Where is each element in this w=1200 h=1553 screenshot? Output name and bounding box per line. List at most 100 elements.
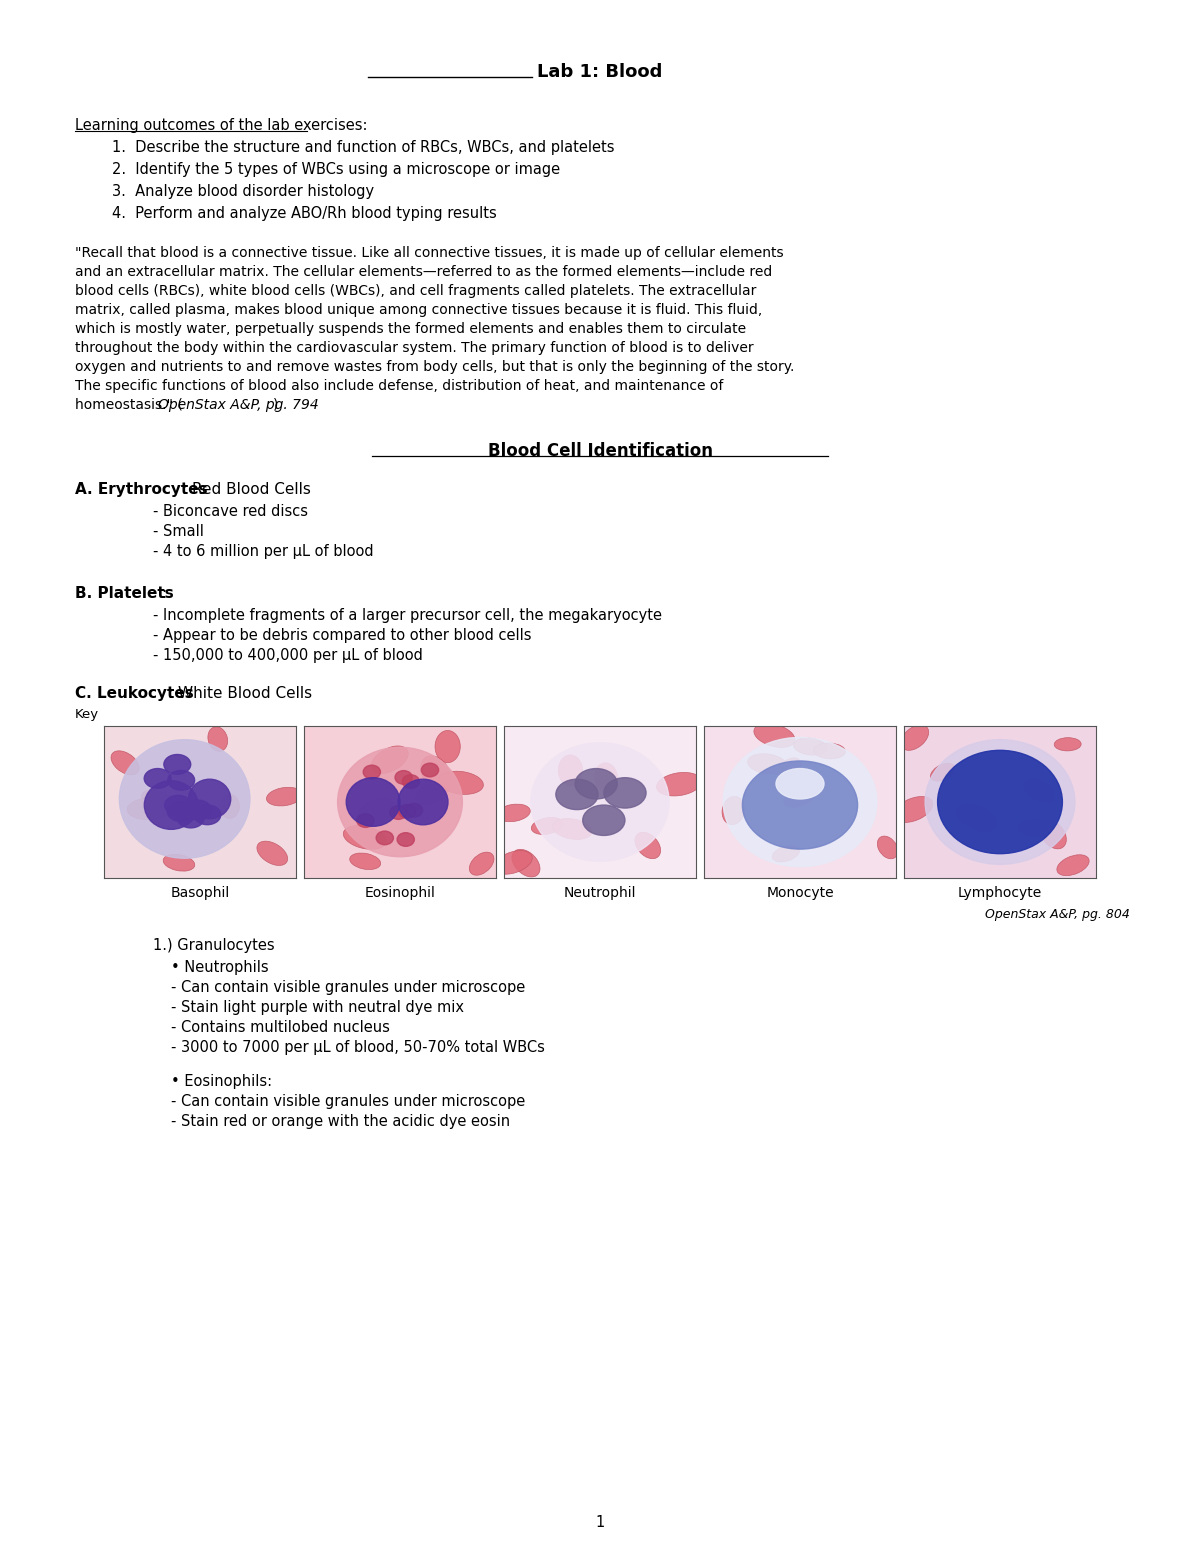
Ellipse shape: [397, 832, 414, 846]
Ellipse shape: [583, 804, 625, 836]
Ellipse shape: [1057, 854, 1090, 876]
Text: - Incomplete fragments of a larger precursor cell, the megakaryocyte: - Incomplete fragments of a larger precu…: [154, 609, 662, 623]
Ellipse shape: [371, 745, 408, 773]
Ellipse shape: [595, 763, 618, 792]
Ellipse shape: [356, 798, 392, 828]
Text: C. Leukocytes: C. Leukocytes: [74, 686, 193, 700]
Text: oxygen and nutrients to and remove wastes from body cells, but that is only the : oxygen and nutrients to and remove waste…: [74, 360, 794, 374]
Ellipse shape: [784, 787, 815, 808]
Text: - Stain red or orange with the acidic dye eosin: - Stain red or orange with the acidic dy…: [170, 1114, 510, 1129]
Ellipse shape: [724, 738, 877, 867]
Text: - Stain light purple with neutral dye mix: - Stain light purple with neutral dye mi…: [170, 1000, 464, 1016]
Text: matrix, called plasma, makes blood unique among connective tissues because it is: matrix, called plasma, makes blood uniqu…: [74, 303, 762, 317]
Ellipse shape: [119, 739, 250, 859]
Ellipse shape: [376, 831, 394, 845]
Ellipse shape: [497, 804, 530, 822]
Ellipse shape: [1055, 738, 1081, 752]
Text: OpenStax A&P, pg. 804: OpenStax A&P, pg. 804: [985, 909, 1130, 921]
Text: Eosinophil: Eosinophil: [365, 887, 436, 901]
Ellipse shape: [494, 851, 533, 874]
Text: 4.  Perform and analyze ABO/Rh blood typing results: 4. Perform and analyze ABO/Rh blood typi…: [112, 207, 497, 221]
Ellipse shape: [438, 772, 484, 795]
Ellipse shape: [390, 806, 407, 820]
Ellipse shape: [556, 780, 598, 809]
Ellipse shape: [347, 778, 400, 826]
Text: Blood Cell Identification: Blood Cell Identification: [487, 443, 713, 460]
Ellipse shape: [127, 798, 172, 820]
Ellipse shape: [144, 781, 198, 829]
Text: A. Erythrocytes: A. Erythrocytes: [74, 481, 208, 497]
Ellipse shape: [748, 753, 787, 775]
Ellipse shape: [194, 804, 221, 825]
Ellipse shape: [656, 772, 702, 797]
Ellipse shape: [185, 800, 211, 820]
Text: Monocyte: Monocyte: [766, 887, 834, 901]
Text: throughout the body within the cardiovascular system. The primary function of bl: throughout the body within the cardiovas…: [74, 342, 754, 356]
Ellipse shape: [398, 804, 415, 818]
Ellipse shape: [558, 755, 583, 786]
Text: - 3000 to 7000 per μL of blood, 50-70% total WBCs: - 3000 to 7000 per μL of blood, 50-70% t…: [170, 1041, 545, 1054]
Ellipse shape: [112, 750, 139, 775]
Ellipse shape: [532, 817, 563, 834]
Ellipse shape: [793, 738, 827, 755]
Text: 1: 1: [595, 1516, 605, 1530]
Ellipse shape: [395, 770, 413, 784]
Ellipse shape: [772, 846, 799, 862]
Text: Lab 1: Blood: Lab 1: Blood: [538, 64, 662, 81]
Ellipse shape: [754, 724, 794, 747]
Ellipse shape: [167, 801, 194, 822]
Ellipse shape: [208, 727, 228, 752]
Text: "Recall that blood is a connective tissue. Like all connective tissues, it is ma: "Recall that blood is a connective tissu…: [74, 245, 784, 259]
Ellipse shape: [635, 832, 661, 859]
Ellipse shape: [743, 761, 858, 849]
Ellipse shape: [894, 797, 932, 823]
Ellipse shape: [406, 803, 422, 817]
Ellipse shape: [930, 763, 955, 781]
Text: - Small: - Small: [154, 523, 204, 539]
Text: 2.  Identify the 5 types of WBCs using a microscope or image: 2. Identify the 5 types of WBCs using a …: [112, 162, 560, 177]
Text: Learning outcomes of the lab exercises:: Learning outcomes of the lab exercises:: [74, 118, 367, 134]
Ellipse shape: [398, 780, 448, 825]
Text: Key: Key: [74, 708, 100, 721]
Text: : White Blood Cells: : White Blood Cells: [168, 686, 312, 700]
Text: ): ): [274, 398, 278, 412]
Ellipse shape: [421, 763, 439, 776]
Ellipse shape: [364, 766, 380, 778]
Ellipse shape: [469, 853, 494, 876]
Ellipse shape: [337, 747, 462, 857]
Ellipse shape: [144, 769, 172, 789]
Text: • Eosinophils:: • Eosinophils:: [170, 1075, 272, 1089]
Text: The specific functions of blood also include defense, distribution of heat, and : The specific functions of blood also inc…: [74, 379, 724, 393]
Text: : Red Blood Cells: : Red Blood Cells: [182, 481, 311, 497]
Ellipse shape: [420, 756, 451, 790]
Ellipse shape: [552, 818, 592, 840]
Ellipse shape: [349, 853, 380, 870]
Text: Neutrophil: Neutrophil: [564, 887, 636, 901]
Ellipse shape: [530, 742, 670, 862]
Ellipse shape: [343, 826, 386, 849]
Text: - Can contain visible granules under microscope: - Can contain visible granules under mic…: [170, 980, 526, 995]
Ellipse shape: [1040, 820, 1067, 849]
Ellipse shape: [164, 755, 191, 775]
Ellipse shape: [163, 854, 194, 871]
Ellipse shape: [436, 730, 461, 763]
Text: and an extracellular matrix. The cellular elements—referred to as the formed ele: and an extracellular matrix. The cellula…: [74, 266, 773, 280]
Ellipse shape: [221, 794, 240, 818]
Ellipse shape: [925, 739, 1075, 865]
Ellipse shape: [512, 849, 540, 877]
Ellipse shape: [776, 769, 824, 798]
Ellipse shape: [956, 804, 997, 831]
Text: - Contains multilobed nucleus: - Contains multilobed nucleus: [170, 1020, 390, 1034]
Ellipse shape: [178, 808, 204, 828]
Ellipse shape: [162, 795, 193, 815]
Text: Basophil: Basophil: [170, 887, 229, 901]
Ellipse shape: [168, 770, 194, 790]
Ellipse shape: [814, 742, 846, 759]
Ellipse shape: [142, 790, 176, 814]
Ellipse shape: [356, 814, 374, 828]
Text: B. Platelets: B. Platelets: [74, 585, 174, 601]
Text: 3.  Analyze blood disorder histology: 3. Analyze blood disorder histology: [112, 183, 374, 199]
Text: - 150,000 to 400,000 per μL of blood: - 150,000 to 400,000 per μL of blood: [154, 648, 422, 663]
Ellipse shape: [604, 778, 646, 808]
Text: - Appear to be debris compared to other blood cells: - Appear to be debris compared to other …: [154, 627, 532, 643]
